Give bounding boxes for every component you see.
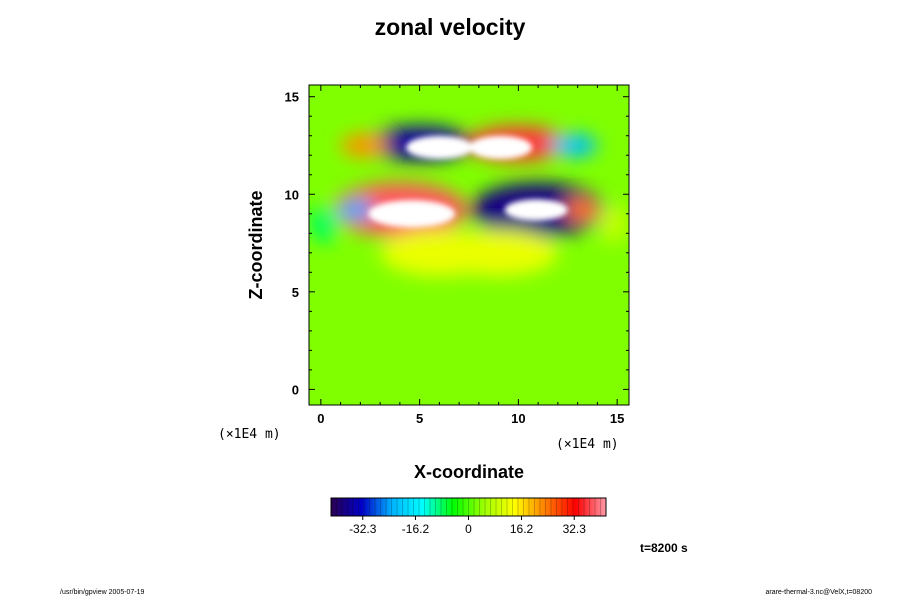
y-tick-label-5: 5 bbox=[292, 285, 299, 300]
colorbar-tick-label-0: -32.3 bbox=[349, 522, 377, 536]
saturated-region-2 bbox=[405, 135, 473, 160]
velocity-feature-9 bbox=[439, 229, 558, 277]
footer-right: arare-thermal-3.nc@VelX,t=08200 bbox=[765, 589, 872, 596]
x-tick-label-5: 5 bbox=[416, 411, 423, 426]
x-axis-label: X-coordinate bbox=[414, 462, 524, 482]
colorbar-tick-label-3: 16.2 bbox=[510, 522, 534, 536]
velocity-feature-7 bbox=[549, 133, 598, 158]
velocity-feature-10 bbox=[309, 204, 341, 244]
colorbar-ticks: -32.3 -16.2 0 16.2 32.3 bbox=[349, 516, 586, 536]
y-tick-label-0: 0 bbox=[292, 382, 299, 397]
colorbar-tick-label-4: 32.3 bbox=[563, 522, 587, 536]
velocity-feature-11 bbox=[597, 204, 629, 244]
chart-title: zonal velocity bbox=[374, 14, 526, 40]
y-tick-label-10: 10 bbox=[285, 187, 299, 202]
x-tick-label-15: 15 bbox=[610, 411, 624, 426]
saturated-region-1 bbox=[504, 199, 568, 221]
colorbar-tick-label-1: -16.2 bbox=[402, 522, 430, 536]
plot-frame bbox=[308, 84, 630, 406]
velocity-feature-6 bbox=[340, 133, 389, 158]
x-tick-label-10: 10 bbox=[511, 411, 525, 426]
saturated-region-3 bbox=[469, 135, 533, 160]
saturated-region-0 bbox=[368, 200, 456, 228]
saturated-regions bbox=[368, 135, 568, 228]
axis-ticks: 0 5 10 15 0 5 10 15 bbox=[285, 85, 629, 426]
y-tick-label-15: 15 bbox=[285, 90, 299, 105]
time-label: t=8200 s bbox=[640, 541, 688, 555]
velocity-feature-4 bbox=[338, 198, 375, 222]
x-unit-label-right: (×1E4 m) bbox=[556, 437, 619, 452]
velocity-feature-5 bbox=[563, 198, 600, 222]
x-tick-label-0: 0 bbox=[317, 411, 324, 426]
x-unit-label-left: (×1E4 m) bbox=[218, 427, 281, 442]
colorbar-tick-label-2: 0 bbox=[465, 522, 472, 536]
footer-left: /usr/bin/gpview 2005-07-19 bbox=[60, 589, 145, 596]
y-axis-label: Z-coordinate bbox=[246, 190, 266, 299]
colorbar-stripes bbox=[336, 498, 601, 516]
